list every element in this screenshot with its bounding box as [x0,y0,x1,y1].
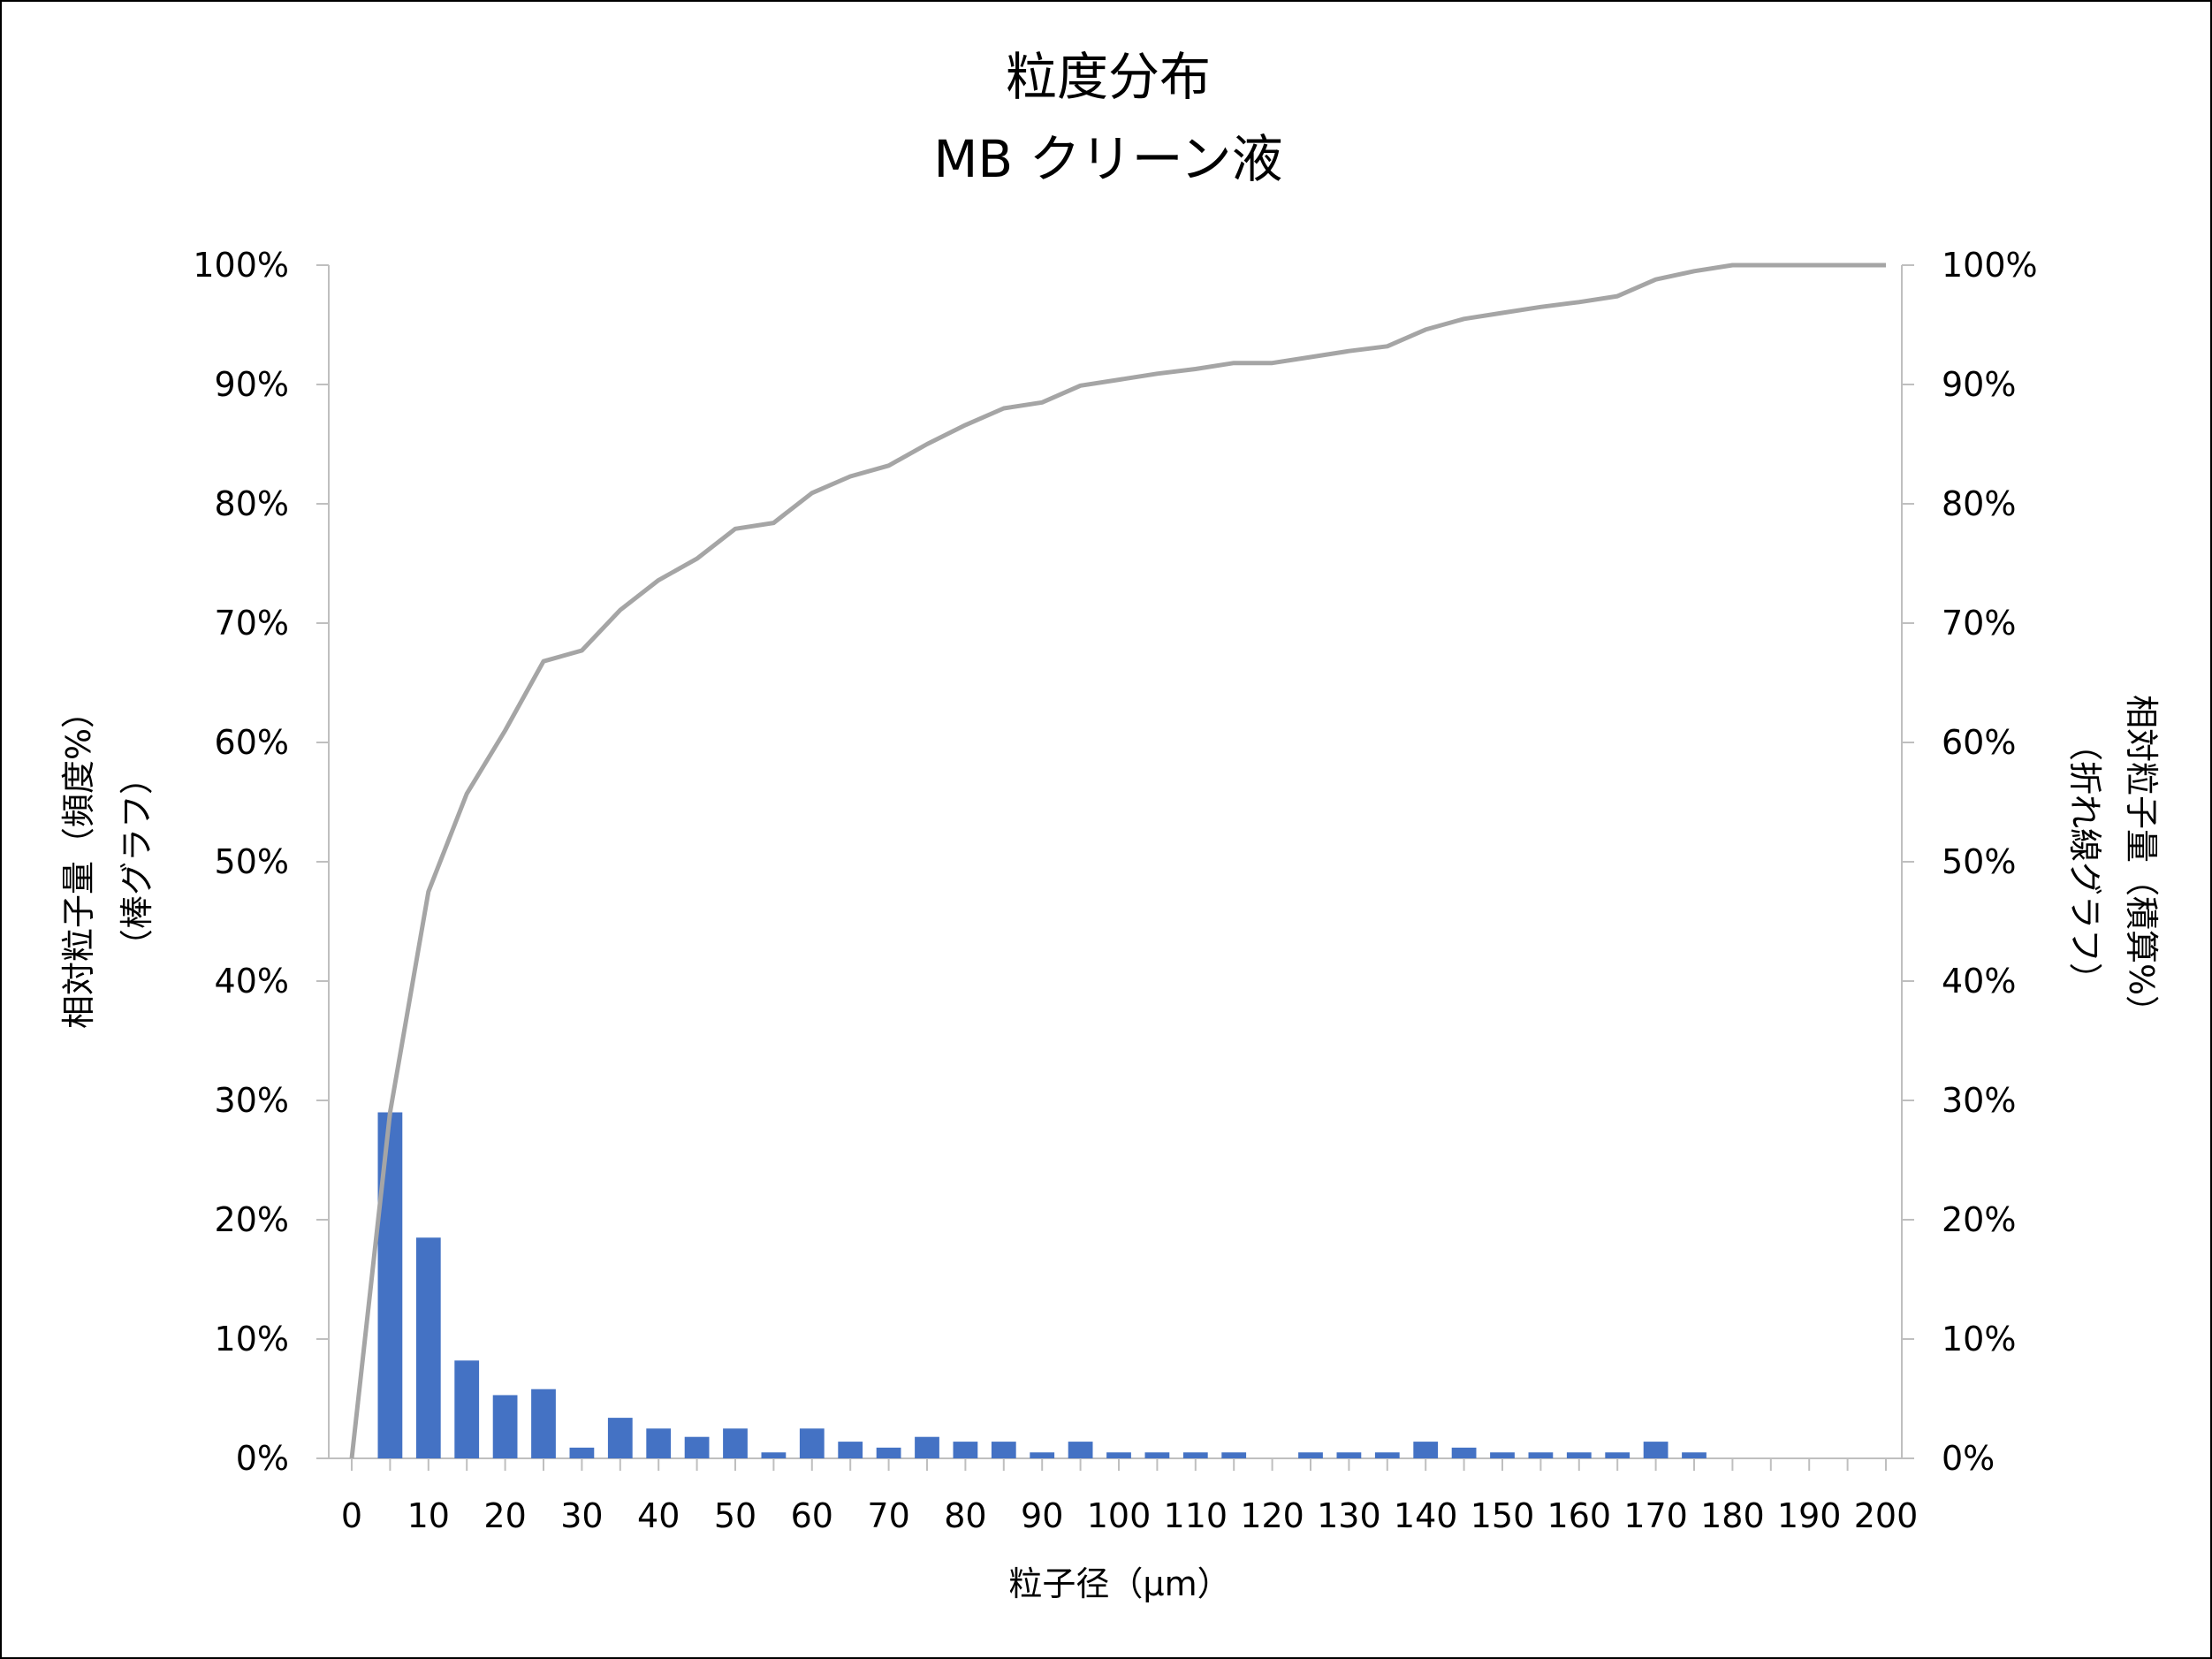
x-tick-label: 70 [867,1496,909,1535]
left-tick-label: 50% [215,842,289,881]
x-axis-title: 粒子径（µm） [1008,1564,1230,1603]
left-tick-label: 40% [215,962,289,1001]
left-tick-label: 30% [215,1081,289,1120]
bar [723,1428,748,1458]
line-points [351,264,1887,1459]
bar [1682,1452,1707,1458]
x-tick-label: 120 [1240,1496,1304,1535]
x-tick-label: 40 [637,1496,680,1535]
bar [1605,1452,1630,1458]
bar [761,1452,787,1458]
x-tick-label: 80 [944,1496,986,1535]
bar [799,1428,825,1458]
left-tick-label: 10% [215,1320,289,1358]
bar [1413,1442,1439,1458]
left-axis-title: 相対粒子量（頻度%） （棒グラフ） [59,695,156,1029]
right-tick-label: 80% [1942,484,2016,523]
x-tick-label: 100 [1087,1496,1152,1535]
right-axis-title: 相対粒子量（積算%） （折れ線グラフ） [2065,695,2161,1029]
bar-series [377,1112,1707,1458]
bar [1566,1452,1592,1458]
bar [415,1237,441,1458]
chart-title: 粒度分布 [1006,47,1211,107]
right-tick-label: 60% [1942,723,2016,762]
left-tick-labels: 0% 10% 20% 30% 40% 50% 60% 70% 80% 90% 100% [193,246,289,1478]
bar [1030,1452,1055,1458]
cumulative-line [349,263,1886,1459]
right-tick-label: 70% [1942,604,2016,643]
x-tick-label: 140 [1394,1496,1458,1535]
bar [1528,1452,1554,1458]
left-tick-label: 90% [215,365,289,404]
plot-area: 0% 10% 20% 30% 40% 50% 60% 70% 80% 90% 100% 0% 10% 2… [193,246,2037,1535]
x-tick-label: 110 [1164,1496,1228,1535]
x-tick-label: 0 [341,1496,362,1535]
x-tick-label: 90 [1021,1496,1063,1535]
x-tick-label: 180 [1700,1496,1765,1535]
bar [569,1447,595,1458]
x-tick-label: 60 [791,1496,833,1535]
x-tick-label: 130 [1317,1496,1381,1535]
x-tick-labels: 0 10 20 30 40 50 60 70 80 90 100 110 120 130 140 150 160… [341,1496,1918,1535]
left-tick-label: 100% [193,246,289,285]
bar [531,1389,556,1458]
chart-subtitle: MB クリーン液 [933,129,1282,189]
x-tick-label: 200 [1854,1496,1919,1535]
bar [607,1418,633,1458]
left-axis-title-line-2: （棒グラフ） [118,761,156,963]
bar [1221,1452,1247,1458]
right-tick-label: 40% [1942,962,2016,1001]
axis-ticks [316,264,1914,1471]
left-axis-title-line-1: 相対粒子量（頻度%） [59,695,98,1029]
bar [377,1112,403,1458]
x-tick-label: 20 [483,1496,526,1535]
left-tick-label: 80% [215,484,289,523]
left-tick-label: 70% [215,604,289,643]
bar [454,1360,480,1458]
left-tick-label: 0% [236,1439,289,1478]
bar [1451,1447,1477,1458]
x-tick-label: 170 [1623,1496,1688,1535]
x-tick-label: 190 [1777,1496,1842,1535]
bar [1068,1442,1093,1458]
bar [1374,1452,1400,1458]
bar [646,1428,672,1458]
bar [915,1436,939,1458]
x-tick-label: 160 [1547,1496,1612,1535]
right-tick-label: 20% [1942,1200,2016,1239]
right-tick-label: 100% [1942,246,2038,285]
left-tick-label: 60% [215,723,289,762]
right-axis-title-line-2: （折れ線グラフ） [2065,727,2104,996]
right-tick-label: 10% [1942,1320,2016,1358]
right-tick-label: 90% [1942,365,2016,404]
bar [876,1447,901,1458]
x-tick-label: 50 [714,1496,756,1535]
x-tick-label: 30 [560,1496,603,1535]
bar [1336,1452,1362,1458]
right-tick-labels: 0% 10% 20% 30% 40% 50% 60% 70% 80% 90% 100% [1942,246,2038,1478]
right-tick-label: 50% [1942,842,2016,881]
bar [1144,1452,1170,1458]
bar [492,1395,518,1458]
bar [684,1436,710,1458]
bar [953,1442,978,1458]
bar [991,1442,1016,1458]
right-tick-label: 0% [1942,1439,1995,1478]
x-tick-label: 10 [407,1496,450,1535]
right-axis-title-line-1: 相対粒子量（積算%） [2122,695,2161,1029]
right-tick-label: 30% [1942,1081,2016,1120]
bar [1182,1452,1208,1458]
bar [1106,1452,1131,1458]
x-tick-label: 150 [1471,1496,1535,1535]
bar [1298,1452,1323,1458]
bar [1490,1452,1515,1458]
left-tick-label: 20% [215,1200,289,1239]
bar [838,1442,863,1458]
bar [1643,1442,1669,1458]
